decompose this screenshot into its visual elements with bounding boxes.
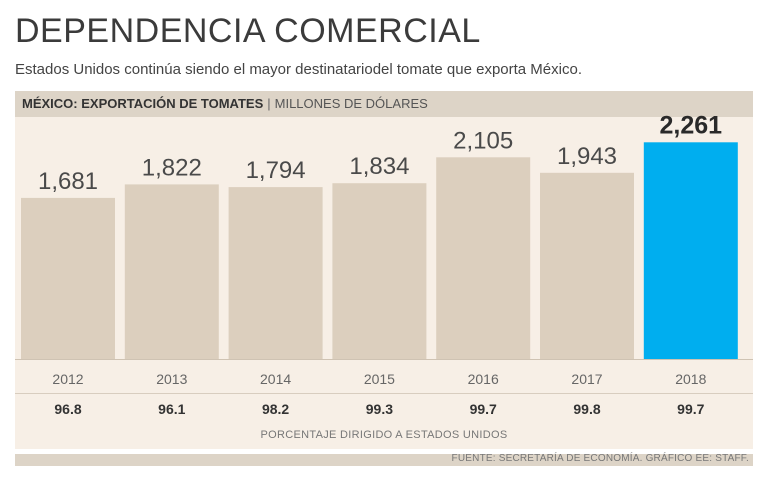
percentage-2013: 96.1: [158, 401, 185, 417]
chart-title: DEPENDENCIA COMERCIAL: [15, 12, 481, 50]
percentage-2015: 99.3: [366, 401, 393, 417]
chart-unit: MILLONES DE DÓLARES: [274, 96, 428, 111]
bar-2017: [540, 172, 634, 359]
year-tick-2016: 2016: [468, 371, 499, 387]
year-tick-2012: 2012: [52, 371, 83, 387]
bar-2015: [332, 183, 427, 359]
year-tick-2014: 2014: [260, 371, 291, 387]
value-label-2017: 1,943: [557, 143, 617, 170]
value-label-2018: 2,261: [660, 111, 723, 139]
source-note: FUENTE: SECRETARÍA DE ECONOMÍA. GRÁFICO …: [451, 453, 749, 464]
year-tick-2018: 2018: [675, 371, 706, 387]
value-label-2013: 1,822: [142, 154, 202, 181]
value-label-2014: 1,794: [246, 157, 306, 184]
chart-label-band: MÉXICO: EXPORTACIÓN DE TOMATES | MILLONES …: [15, 91, 753, 117]
year-tick-2017: 2017: [571, 371, 602, 387]
heading-separator: |: [267, 96, 271, 111]
percentage-2017: 99.8: [573, 401, 600, 417]
value-label-2015: 1,834: [349, 153, 409, 180]
percentage-2018: 99.7: [677, 401, 704, 417]
chart-subtitle: Estados Unidos continúa siendo el mayor …: [15, 61, 582, 78]
percentage-caption: PORCENTAJE DIRIGIDO A ESTADOS UNIDOS: [260, 429, 508, 441]
source-band: FUENTE: SECRETARÍA DE ECONOMÍA. GRÁFICO …: [15, 453, 753, 466]
bars-layer: [15, 142, 753, 394]
year-tick-2015: 2015: [364, 371, 395, 387]
bar-2014: [228, 187, 323, 359]
labels-layer: 1,681 2012 96.8 1,822 2013 96.1 1,794 2014 98.2 1…: [38, 111, 722, 417]
chart-heading: MÉXICO: EXPORTACIÓN DE TOMATES | MILLONES …: [22, 96, 428, 111]
bar-2016: [436, 157, 531, 359]
bar-2018: [643, 142, 738, 359]
value-label-2016: 2,105: [453, 127, 513, 154]
bar-2012: [21, 197, 115, 359]
chart-heading-text: MÉXICO: EXPORTACIÓN DE TOMATES: [22, 96, 264, 111]
percentage-2012: 96.8: [54, 401, 81, 417]
year-tick-2013: 2013: [156, 371, 187, 387]
percentage-2014: 98.2: [262, 401, 289, 417]
bar-2013: [124, 184, 219, 359]
value-label-2012: 1,681: [38, 168, 98, 195]
percentage-2016: 99.7: [470, 401, 497, 417]
